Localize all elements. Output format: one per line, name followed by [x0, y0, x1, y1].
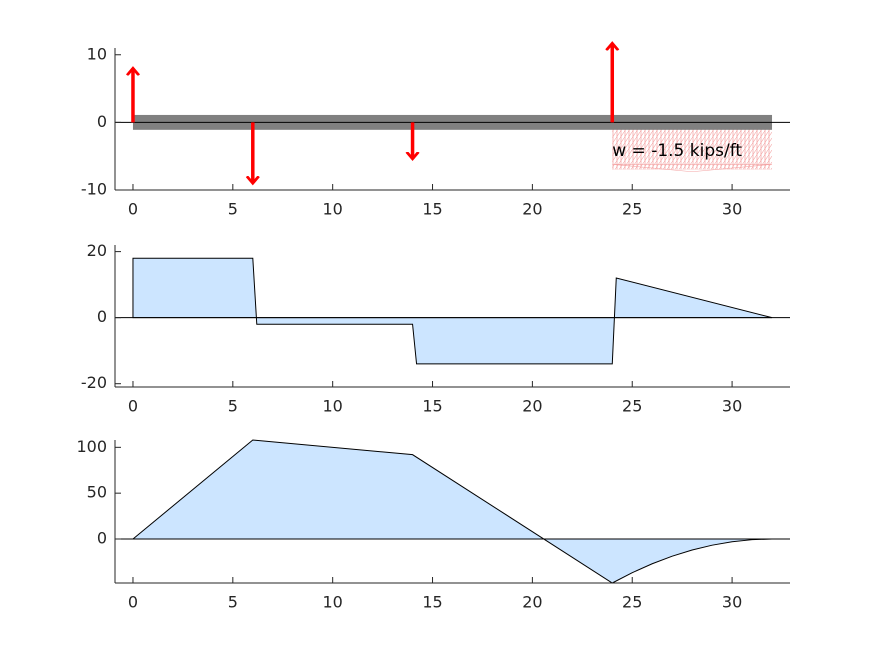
subplot: w = -1.5 kips/ft -10 0 10 0 5 10 15 20 25 30 — [81, 43, 790, 219]
x-tick-label: 30 — [722, 397, 742, 416]
y-tick-label: 50 — [87, 483, 107, 502]
x-tick-label: 25 — [622, 593, 642, 612]
x-tick-label: 10 — [322, 593, 342, 612]
x-tick-label: 5 — [228, 593, 238, 612]
subplot: -20 0 20 0 5 10 15 20 25 30 — [81, 241, 790, 416]
annotation: w = -1.5 kips/ft — [612, 141, 742, 161]
x-tick-label: 5 — [228, 200, 238, 219]
y-tick-label: 0 — [97, 307, 107, 326]
x-tick-label: 15 — [422, 397, 442, 416]
x-tick-label: 0 — [128, 200, 138, 219]
x-tick-label: 0 — [128, 397, 138, 416]
x-tick-label: 15 — [422, 200, 442, 219]
x-tick-label: 20 — [522, 593, 542, 612]
area — [132, 257, 773, 365]
x-tick-label: 15 — [422, 593, 442, 612]
x-tick-label: 25 — [622, 200, 642, 219]
y-tick-label: -20 — [81, 373, 107, 392]
subplot: 0 50 100 0 5 10 15 20 25 30 — [76, 437, 790, 612]
x-tick-label: 5 — [228, 397, 238, 416]
distributed-load — [612, 122, 773, 170]
distributed-load-base — [612, 164, 773, 173]
x-tick-label: 20 — [522, 200, 542, 219]
x-tick-label: 10 — [322, 397, 342, 416]
area — [131, 439, 773, 584]
y-tick-label: 100 — [76, 437, 107, 456]
x-tick-label: 10 — [322, 200, 342, 219]
x-tick-label: 20 — [522, 397, 542, 416]
y-tick-label: -10 — [81, 180, 107, 199]
x-tick-label: 0 — [128, 593, 138, 612]
x-tick-label: 30 — [722, 593, 742, 612]
x-tick-label: 25 — [622, 397, 642, 416]
y-tick-label: 0 — [97, 529, 107, 548]
y-tick-label: 20 — [87, 241, 107, 260]
x-tick-label: 30 — [722, 200, 742, 219]
y-tick-label: 10 — [87, 44, 107, 63]
y-tick-label: 0 — [97, 112, 107, 131]
